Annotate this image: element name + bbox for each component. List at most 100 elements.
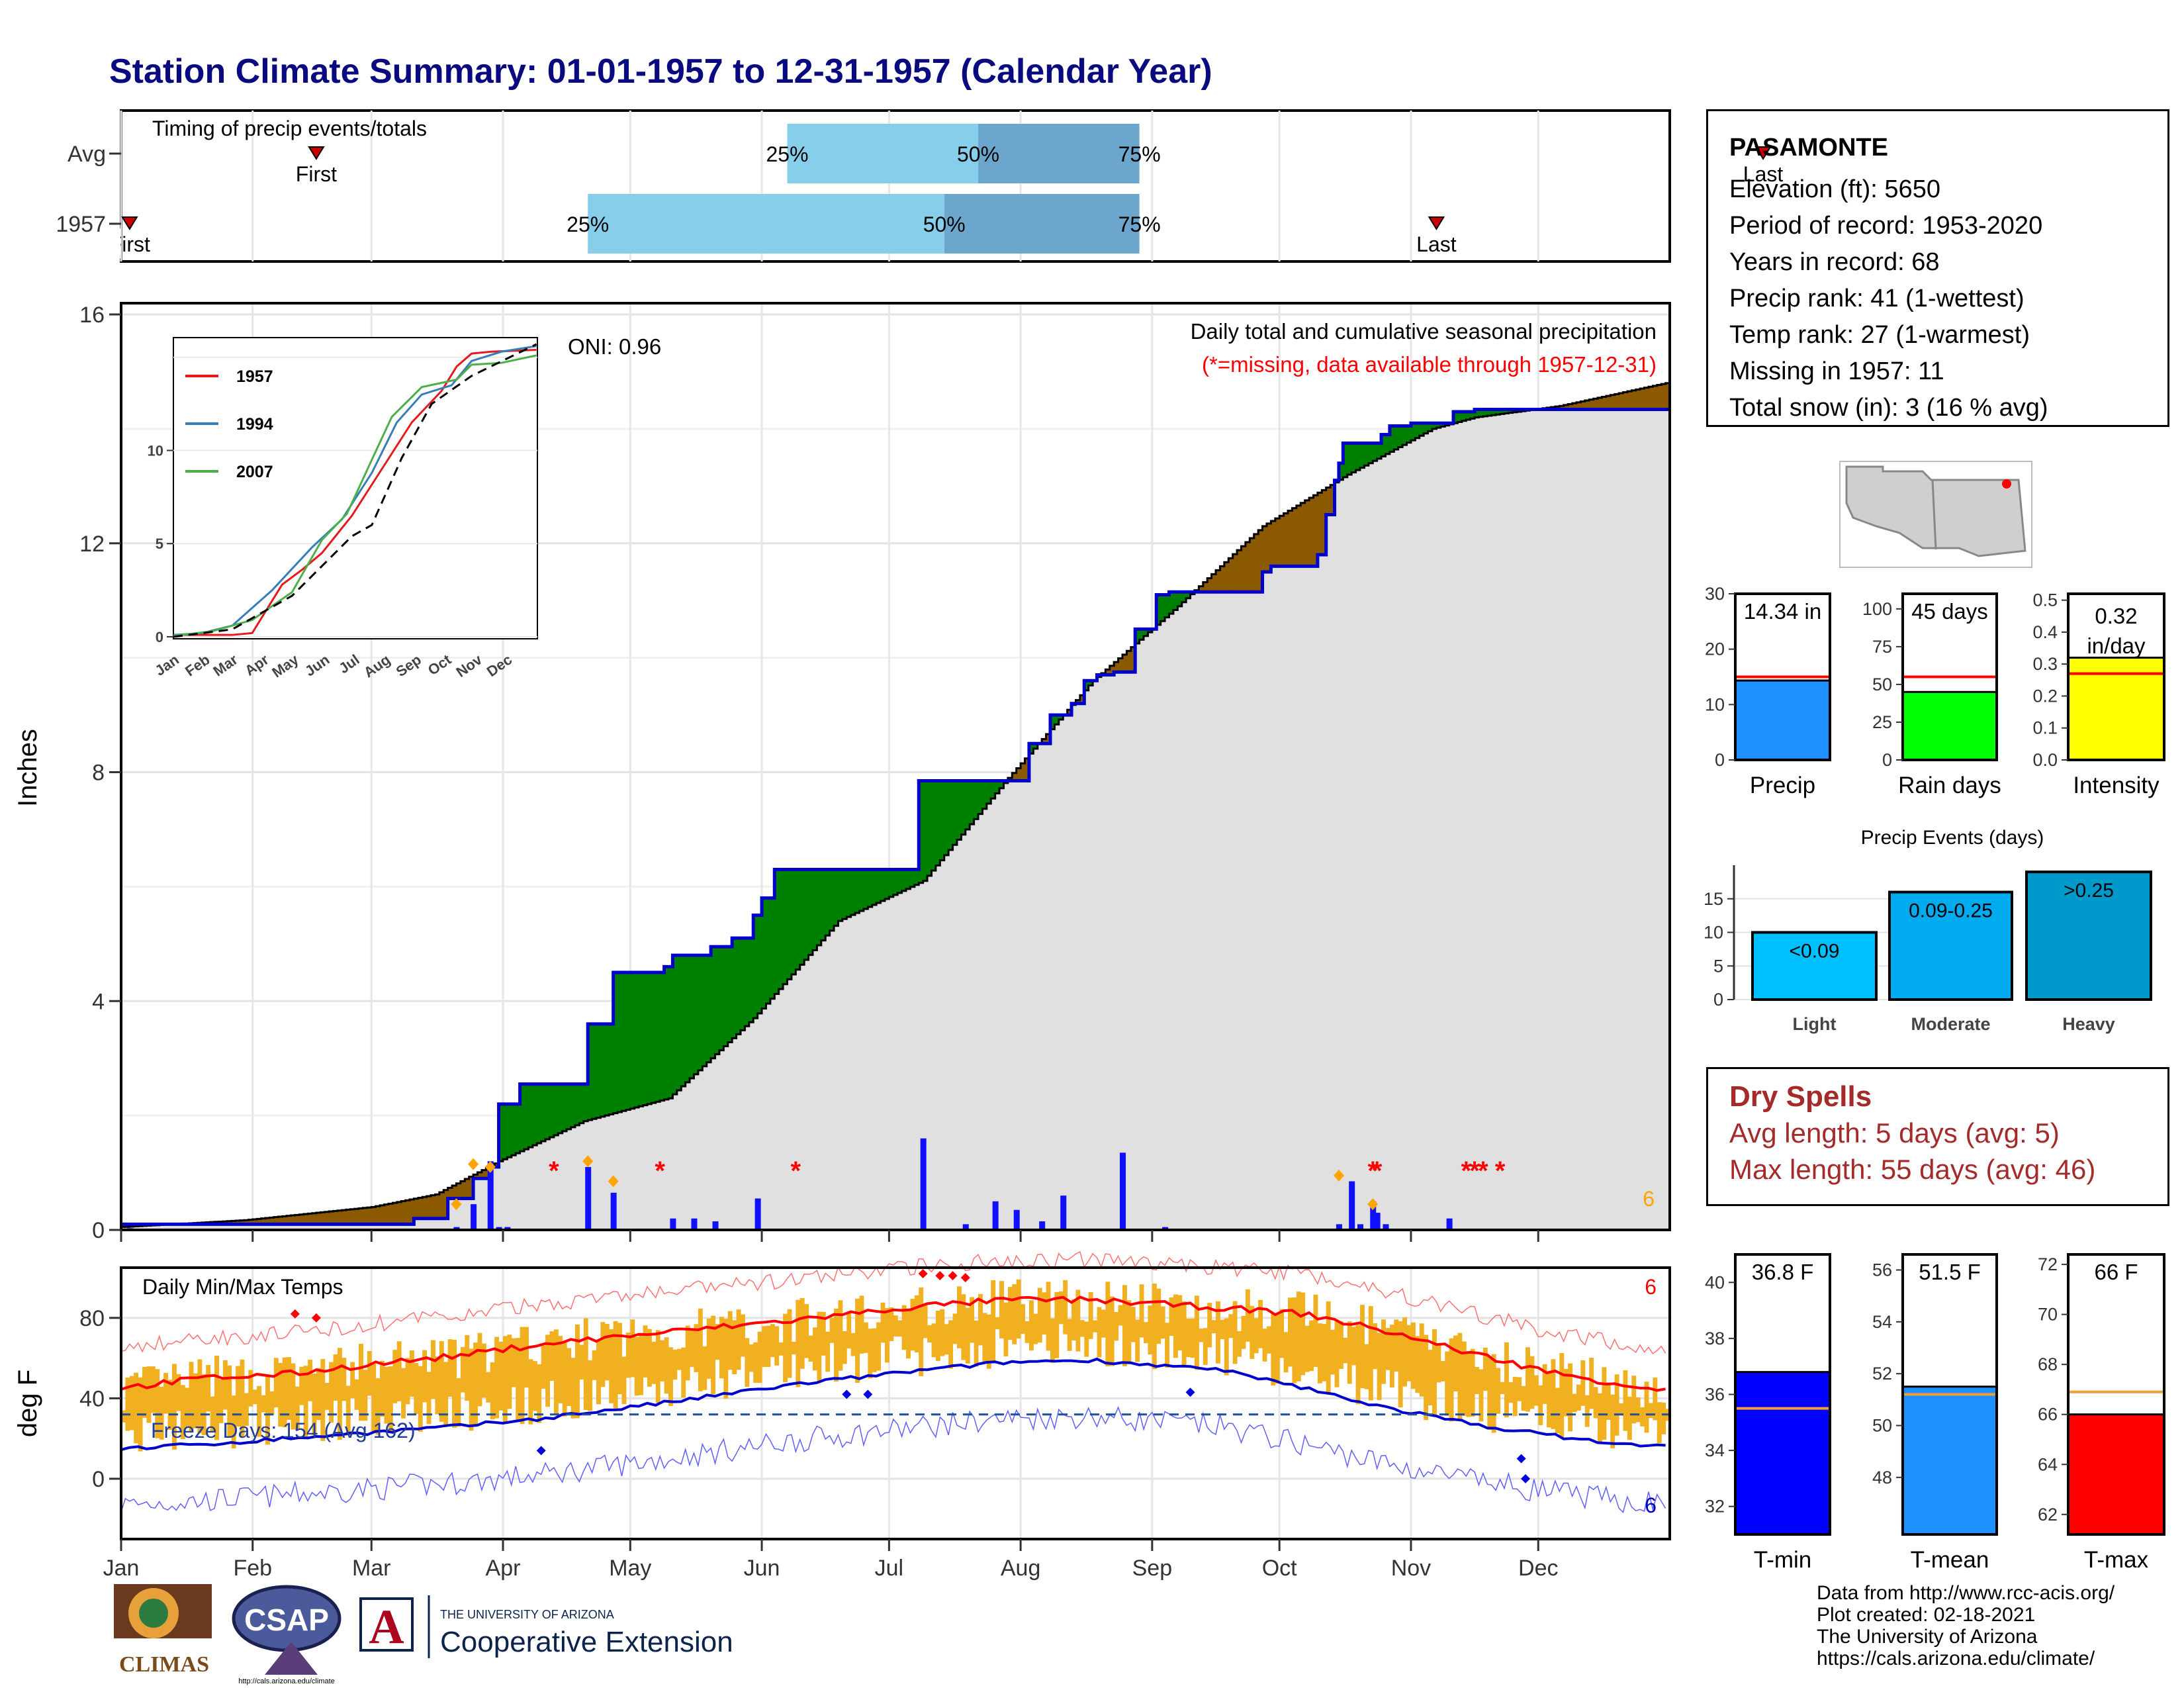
above-normal-slice [893, 869, 898, 895]
daily-temp-bar [435, 1356, 440, 1415]
normal-area-slice [723, 1046, 729, 1230]
precip-y-tick-label: 8 [92, 761, 105, 786]
above-normal-slice [868, 869, 873, 908]
daily-temp-bar [324, 1382, 330, 1410]
normal-area-slice [1144, 635, 1149, 1230]
normal-area-slice [952, 845, 958, 1230]
daily-temp-bar [1288, 1297, 1293, 1367]
normal-area-slice [426, 1218, 432, 1230]
above-normal-slice [583, 1084, 588, 1121]
normal-area-slice [1275, 566, 1280, 1230]
daily-temp-bar [919, 1287, 924, 1376]
normal-area-slice [1101, 675, 1106, 1230]
above-normal-slice [753, 915, 758, 1019]
normal-area-slice [435, 1218, 440, 1230]
daily-temp-bar [1216, 1301, 1220, 1364]
missing-marker: * [1495, 1156, 1506, 1186]
normal-area-slice [363, 1224, 368, 1230]
below-normal-slice [481, 1170, 486, 1179]
normal-area-slice [948, 850, 954, 1230]
daily-temp-bar [1406, 1325, 1412, 1382]
daily-temp-bar [1508, 1382, 1514, 1403]
month-tick-label: Feb [233, 1556, 272, 1581]
normal-area-slice [291, 1224, 296, 1230]
normal-area-slice [1058, 719, 1064, 1230]
daily-temp-bar [1046, 1282, 1051, 1351]
above-normal-slice [604, 1023, 610, 1116]
daily-temp-bar [380, 1360, 385, 1417]
normal-area-slice [1360, 467, 1365, 1230]
daily-temp-bar [456, 1378, 461, 1427]
daily-temp-bar [1148, 1305, 1153, 1355]
normal-area-slice [1551, 409, 1556, 1230]
normal-area-slice [596, 1117, 602, 1230]
daily-temp-bar [770, 1324, 775, 1358]
daily-temp-bar [846, 1312, 852, 1349]
normal-area-slice [371, 1224, 377, 1230]
precip-y-tick-label: 4 [92, 989, 105, 1014]
normal-area-slice [308, 1224, 313, 1230]
daily-temp-bar [1118, 1305, 1123, 1326]
above-normal-slice [931, 780, 936, 871]
daily-temp-bar [1042, 1292, 1047, 1335]
daily-temp-bar [1122, 1285, 1127, 1366]
below-normal-slice [1300, 502, 1306, 567]
normal-area-slice [1368, 463, 1373, 1230]
daily-temp-bar [1109, 1296, 1115, 1366]
normal-area-slice [282, 1224, 287, 1230]
normal-area-slice [502, 1159, 508, 1230]
daily-temp-bar [634, 1336, 639, 1396]
daily-temp-bar [935, 1311, 940, 1362]
normal-area-slice [655, 1102, 660, 1230]
events-category-label: Heavy [2062, 1014, 2115, 1034]
normal-area-slice [549, 1137, 555, 1230]
above-normal-slice [1028, 743, 1034, 754]
normal-area-slice [1203, 592, 1208, 1230]
normal-area-slice [1071, 704, 1077, 1230]
normal-area-slice [516, 1153, 521, 1230]
above-normal-slice [919, 780, 924, 883]
below-normal-slice [1598, 397, 1603, 410]
dry-spells-box: Dry Spells Avg length: 5 days (avg: 5) M… [1706, 1067, 2169, 1206]
small-chart-bar [1901, 690, 1998, 761]
above-normal-slice [1368, 443, 1373, 463]
normal-area-slice [1181, 602, 1187, 1230]
daily-temp-bar [1135, 1319, 1140, 1362]
daily-temp-bar [948, 1320, 954, 1369]
daily-temp-bar [1245, 1289, 1250, 1342]
above-normal-slice [948, 780, 954, 851]
small-chart-bar [1734, 679, 1831, 761]
daily-temp-bar [617, 1323, 622, 1395]
daily-temp-bar [490, 1362, 495, 1420]
normal-area-slice [443, 1218, 449, 1230]
normal-area-slice [541, 1141, 546, 1230]
normal-area-slice [1584, 409, 1590, 1230]
normal-area-slice [914, 884, 919, 1230]
above-normal-slice [1144, 629, 1149, 636]
daily-temp-bar [125, 1378, 130, 1431]
daily-temp-bar [295, 1386, 300, 1430]
below-normal-slice [244, 1220, 249, 1225]
above-normal-slice [660, 972, 665, 1101]
daily-temp-bar [269, 1391, 275, 1416]
above-normal-slice [621, 972, 627, 1111]
timing-bar-25-50 [588, 194, 944, 254]
daily-temp-bar [1355, 1325, 1361, 1405]
below-normal-slice [337, 1210, 342, 1225]
normal-area-slice [460, 1198, 465, 1230]
daily-temp-bar [1114, 1311, 1119, 1341]
daily-temp-bar [320, 1359, 326, 1441]
below-normal-slice [1661, 384, 1666, 410]
normal-area-slice [452, 1198, 457, 1230]
daily-temp-bar [625, 1333, 631, 1378]
normal-area-slice [1402, 445, 1408, 1230]
small-chart-tick-label: 40 [1705, 1272, 1725, 1292]
normal-area-slice [1241, 592, 1246, 1230]
above-normal-slice [1347, 443, 1352, 475]
below-normal-slice [392, 1203, 398, 1225]
daily-temp-bar [1619, 1403, 1623, 1416]
daily-temp-bar [1330, 1329, 1336, 1375]
normal-area-slice [511, 1155, 516, 1230]
normal-area-slice [222, 1224, 228, 1230]
month-tick-label: Nov [1391, 1556, 1431, 1581]
